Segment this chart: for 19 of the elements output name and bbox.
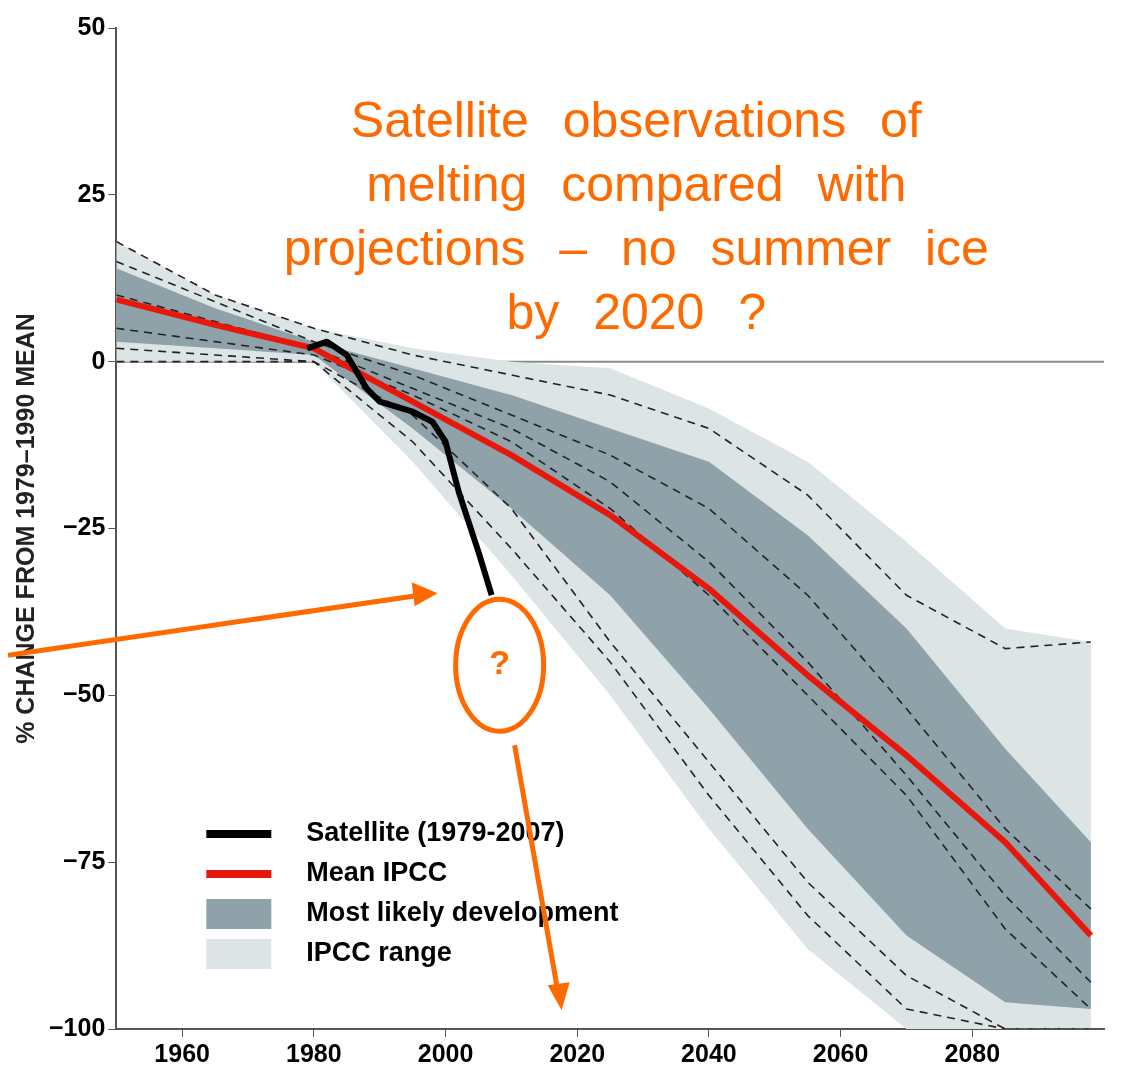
- x-tick-label: 2020: [549, 1038, 606, 1067]
- x-tick-label: 1960: [154, 1038, 210, 1067]
- y-tick-label: −25: [62, 512, 106, 541]
- x-tick-label: 2000: [417, 1038, 474, 1067]
- x-tick-label: 1980: [286, 1038, 342, 1067]
- x-tick-label: 2040: [681, 1038, 737, 1067]
- y-tick-label: 25: [77, 178, 106, 207]
- y-tick-label: −75: [62, 846, 106, 875]
- y-tick-label: 0: [91, 345, 106, 374]
- y-tick-label: 50: [77, 11, 106, 40]
- y-tick-label: −50: [62, 679, 106, 708]
- annotation: ?: [488, 643, 511, 683]
- x-tick-label: 2060: [812, 1038, 869, 1067]
- y-tick-label: −100: [49, 1012, 106, 1041]
- x-tick-label: 2080: [944, 1038, 1001, 1067]
- legend-label: IPCC range: [306, 937, 452, 968]
- y-axis-title: % CHANGE FROM 1979–1990 MEAN: [10, 313, 39, 744]
- legend-label: Mean IPCC: [306, 857, 448, 888]
- text: Satellite observations of melting compared with projections – no summer ice by 2020 ?: [282, 91, 990, 342]
